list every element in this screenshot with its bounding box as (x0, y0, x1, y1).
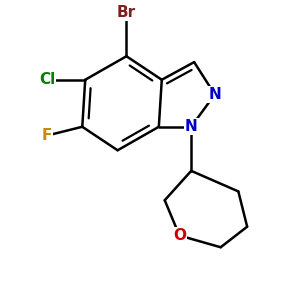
Text: F: F (42, 128, 52, 143)
Text: N: N (208, 87, 221, 102)
Text: Cl: Cl (39, 72, 55, 87)
Text: N: N (185, 119, 198, 134)
Text: Br: Br (117, 5, 136, 20)
Text: O: O (173, 228, 186, 243)
